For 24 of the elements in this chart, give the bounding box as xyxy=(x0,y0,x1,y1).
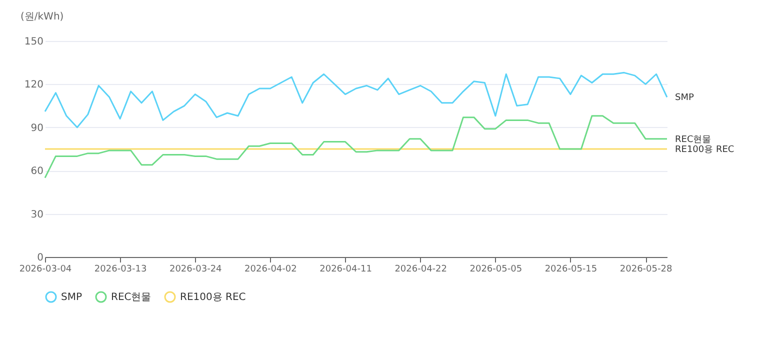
x-tick-label: 2026-03-24 xyxy=(169,264,222,274)
x-tick-label: 2026-04-02 xyxy=(244,264,297,274)
x-tick-label: 2026-03-04 xyxy=(19,264,72,274)
x-tick-label: 2026-05-28 xyxy=(620,264,672,274)
y-axis-title: (원/kWh) xyxy=(20,12,64,22)
y-tick-label: 150 xyxy=(24,36,44,48)
y-tick-label: 90 xyxy=(30,122,44,134)
text: SMP xyxy=(675,93,694,104)
y-tick-label: 30 xyxy=(30,209,44,220)
line-series xyxy=(44,115,668,179)
text: RE100용 REC xyxy=(675,145,734,155)
y-tick-label: 0 xyxy=(37,252,44,264)
legend-label: RE100용 REC xyxy=(180,292,246,303)
x-tick-label: 2026-05-15 xyxy=(544,264,598,274)
line-series xyxy=(44,72,668,128)
legend-label: REC현물 xyxy=(111,292,152,303)
x-tick-label: 2026-04-11 xyxy=(320,264,372,274)
x-tick-label: 2026-05-05 xyxy=(470,264,522,274)
x-tick-label: 2026-04-22 xyxy=(394,264,447,274)
y-tick-label: 60 xyxy=(30,166,44,178)
x-tick-label: 2026-03-13 xyxy=(94,264,147,274)
text: REC현물 xyxy=(675,134,712,145)
y-tick-label: 120 xyxy=(24,80,44,91)
legend-label: SMP xyxy=(61,292,82,303)
